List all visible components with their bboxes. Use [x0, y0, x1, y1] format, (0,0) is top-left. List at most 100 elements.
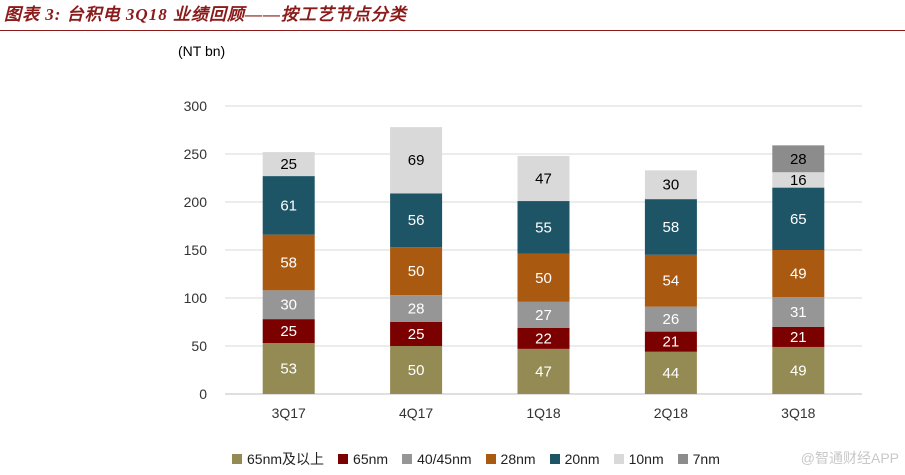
- x-tick-label: 1Q18: [526, 405, 560, 421]
- bar-segment: [262, 152, 315, 177]
- data-label: 47: [535, 363, 552, 380]
- bar-segment: [772, 326, 825, 347]
- bar-segment: [644, 331, 697, 352]
- bar-segment: [390, 247, 443, 296]
- data-label: 58: [280, 254, 297, 271]
- bar-segment: [644, 254, 697, 307]
- x-tick-label: 3Q17: [272, 405, 306, 421]
- y-tick-label: 100: [184, 290, 208, 306]
- chart-title: 图表 3: 台积电 3Q18 业绩回顾——按工艺节点分类: [4, 5, 407, 24]
- bar-segment: [517, 327, 570, 349]
- bar-segment: [517, 253, 570, 302]
- data-label: 47: [535, 170, 552, 187]
- y-tick-label: 150: [184, 242, 208, 258]
- legend-label: 65nm及以上: [247, 451, 325, 467]
- data-label: 21: [663, 334, 680, 351]
- legend-swatch: [677, 454, 688, 464]
- legend-swatch: [549, 454, 560, 464]
- data-label: 56: [408, 212, 425, 229]
- data-label: 25: [280, 323, 297, 340]
- legend-item: 65nm及以上: [232, 449, 324, 469]
- data-label: 26: [663, 311, 680, 328]
- legend-label: 20nm: [564, 451, 600, 467]
- data-label: 65: [790, 211, 807, 228]
- data-label: 54: [663, 273, 680, 290]
- bar-segment: [262, 343, 315, 394]
- bar-segment: [644, 170, 697, 200]
- bar-segment: [772, 297, 825, 327]
- bar-segment: [644, 306, 697, 332]
- data-label: 28: [790, 151, 807, 168]
- bar-segment: [262, 319, 315, 344]
- data-label: 53: [280, 361, 297, 378]
- legend-label: 7nm: [692, 451, 720, 467]
- bar-segment: [262, 290, 315, 320]
- legend-item: 28nm: [485, 449, 536, 469]
- x-tick-label: 3Q18: [781, 405, 815, 421]
- data-label: 44: [663, 365, 680, 382]
- data-label: 22: [535, 330, 552, 347]
- legend-label: 65nm: [353, 451, 389, 467]
- y-tick-label: 200: [184, 194, 208, 210]
- legend-item: 7nm: [677, 449, 720, 469]
- legend-swatch: [485, 454, 496, 464]
- data-label: 30: [280, 297, 297, 314]
- x-tick-label: 2Q18: [654, 405, 688, 421]
- data-label: 58: [663, 219, 680, 236]
- data-label: 61: [280, 197, 297, 214]
- bar-segment: [772, 250, 825, 298]
- data-label: 50: [408, 263, 425, 280]
- bar-segment: [772, 172, 825, 188]
- chart-legend: 65nm及以上 65nm 40/45nm 28nm 20nm 10nm 7nm: [232, 449, 720, 469]
- data-label: 31: [790, 304, 807, 321]
- legend-swatch: [232, 454, 242, 464]
- legend-swatch: [338, 454, 349, 464]
- data-label: 25: [408, 326, 425, 343]
- data-label: 50: [408, 362, 425, 379]
- data-label: 50: [535, 270, 552, 287]
- legend-swatch: [402, 454, 413, 464]
- legend-item: 40/45nm: [402, 449, 472, 469]
- legend-label: 28nm: [500, 451, 536, 467]
- legend-item: 65nm: [338, 449, 388, 469]
- bar-segment: [772, 187, 825, 250]
- bar-segment: [390, 193, 443, 248]
- bar-segment: [772, 145, 825, 173]
- bar-segment: [262, 234, 315, 291]
- data-label: 55: [535, 219, 552, 236]
- watermark: @智通财经APP: [800, 450, 899, 466]
- x-tick-label: 4Q17: [399, 405, 433, 421]
- y-tick-label: 50: [191, 338, 207, 354]
- bar-segment: [390, 346, 443, 394]
- legend-label: 10nm: [628, 451, 664, 467]
- bar-segment: [517, 201, 570, 254]
- data-label: 21: [790, 329, 807, 346]
- data-label: 25: [280, 156, 297, 173]
- bar-segment: [390, 127, 443, 194]
- y-tick-label: 300: [184, 98, 208, 114]
- bar-segment: [262, 176, 315, 235]
- data-label: 30: [663, 177, 680, 194]
- data-label: 28: [408, 301, 425, 318]
- bar-segment: [517, 301, 570, 328]
- bar-segment: [517, 348, 570, 394]
- data-label: 16: [790, 172, 807, 189]
- bar-segment: [517, 155, 570, 202]
- y-axis-unit-label: (NT bn): [178, 43, 226, 59]
- bar-segment: [390, 322, 443, 346]
- bar-segment: [644, 199, 697, 255]
- data-label: 69: [408, 152, 425, 169]
- data-label: 49: [790, 266, 807, 283]
- bar-segment: [644, 351, 697, 394]
- y-tick-label: 0: [199, 386, 207, 402]
- y-tick-label: 250: [184, 146, 208, 162]
- bar-segment: [390, 295, 443, 322]
- data-label: 49: [790, 362, 807, 379]
- data-label: 27: [535, 307, 552, 324]
- legend-swatch: [613, 454, 624, 464]
- legend-item: 20nm: [549, 449, 600, 469]
- title-divider: [0, 30, 905, 31]
- legend-item: 10nm: [613, 449, 664, 469]
- bar-segment: [772, 346, 825, 394]
